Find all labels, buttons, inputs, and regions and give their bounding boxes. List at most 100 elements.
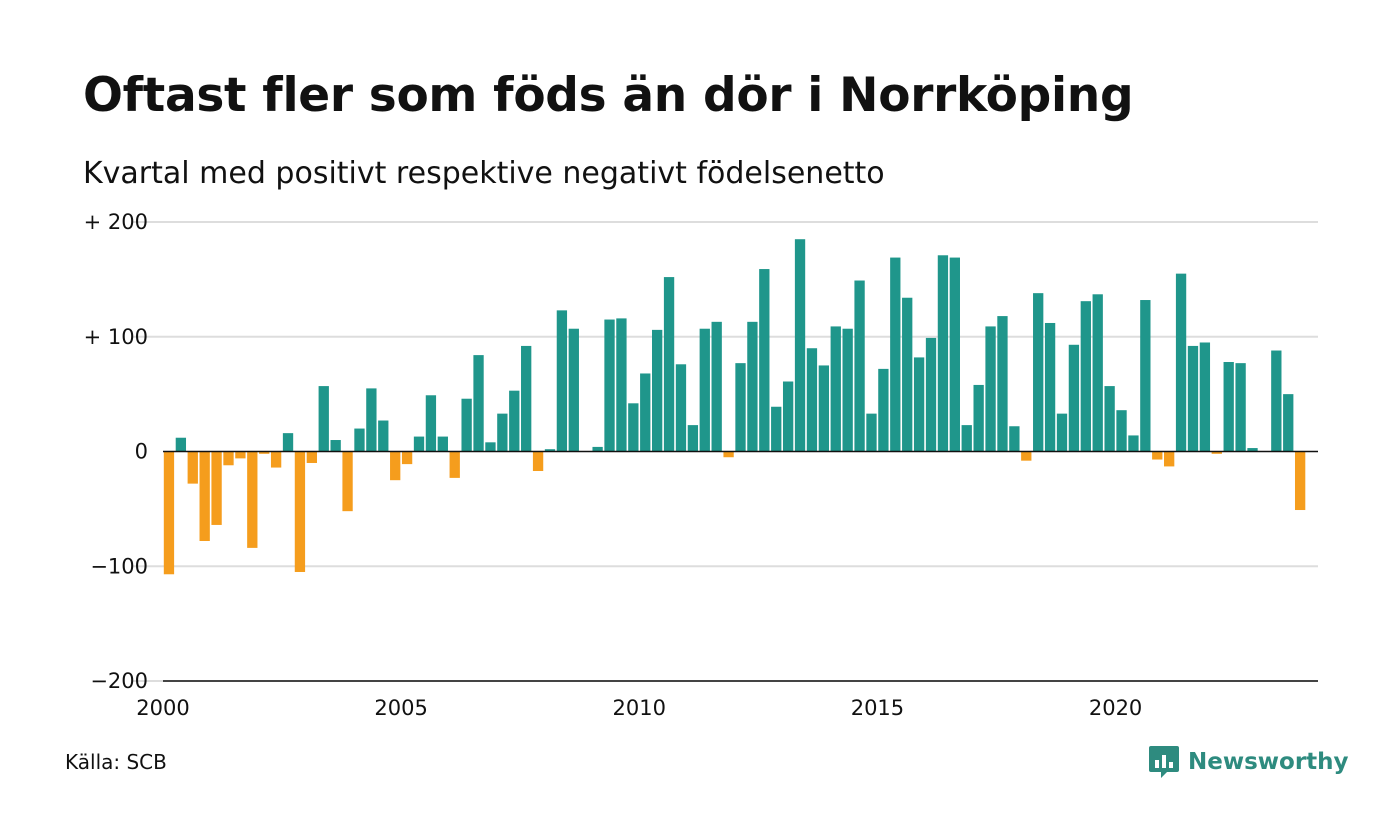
bar [390, 451, 401, 481]
bar [211, 451, 222, 525]
bar [199, 451, 210, 541]
bar [306, 451, 317, 463]
bar [782, 381, 794, 452]
brand-logo: Newsworthy [1148, 744, 1349, 780]
bar [604, 319, 615, 452]
bar [663, 277, 675, 452]
bar [282, 433, 294, 452]
bar [973, 384, 984, 452]
chart-title: Oftast fler som föds än dör i Norrköping [83, 68, 1134, 123]
x-tick-label: 2020 [1089, 696, 1142, 720]
bar [187, 451, 198, 484]
bar [1294, 451, 1306, 511]
bar [699, 328, 710, 452]
bar [1009, 426, 1020, 452]
bar [1140, 300, 1151, 452]
bar [628, 403, 639, 452]
bar [854, 280, 865, 452]
bar [842, 328, 853, 452]
bar [675, 364, 687, 452]
bar [175, 437, 187, 452]
bar [1021, 451, 1032, 461]
bar [806, 348, 818, 452]
y-tick-label: −200 [90, 669, 148, 693]
y-tick-label: + 100 [84, 325, 148, 349]
bar [1092, 294, 1103, 452]
bar [997, 316, 1008, 452]
x-tick-label: 2005 [374, 696, 427, 720]
x-tick-label: 2000 [136, 696, 189, 720]
bar [473, 355, 484, 452]
source-note: Källa: SCB [65, 750, 167, 774]
axes: + 200 + 100 0 −100 −200 2000 2005 2010 2015 2020 [84, 210, 1318, 720]
bar [1116, 410, 1127, 452]
bar [235, 451, 246, 459]
bar [223, 451, 234, 466]
bar [342, 451, 353, 512]
bar [723, 451, 734, 458]
y-tick-label: −100 [90, 554, 148, 578]
bar [687, 425, 699, 452]
bar [413, 436, 425, 452]
bar [890, 257, 901, 452]
bar [794, 239, 806, 452]
bars [163, 239, 1306, 575]
chart-subtitle: Kvartal med positivt respektive negativt… [83, 156, 885, 191]
bar [485, 442, 496, 452]
bar [640, 373, 651, 452]
bar [1164, 451, 1175, 467]
bar [735, 363, 746, 452]
bar [949, 257, 960, 452]
bar [1187, 345, 1199, 452]
bar [461, 398, 472, 452]
bar [544, 449, 556, 452]
bar [937, 255, 949, 452]
bar [366, 388, 377, 452]
bar [1033, 293, 1044, 452]
bar [1223, 362, 1234, 452]
bar [818, 365, 830, 452]
bar [247, 451, 258, 548]
bar [1235, 363, 1246, 452]
bar [1104, 386, 1115, 452]
brand-name: Newsworthy [1188, 749, 1349, 775]
bar [1080, 301, 1091, 452]
bar [759, 269, 770, 452]
bar [1247, 448, 1258, 452]
bar [449, 451, 460, 478]
bar [1068, 344, 1080, 452]
bar [294, 451, 306, 572]
bar [437, 436, 448, 452]
bar [521, 345, 532, 452]
bar-chart-speech-bubble-icon [1149, 746, 1179, 778]
bar [866, 413, 877, 452]
bar [1211, 451, 1222, 454]
bar [354, 428, 365, 452]
bar [425, 395, 437, 452]
bar [1175, 273, 1187, 452]
bar [1128, 435, 1139, 452]
bar [711, 321, 722, 452]
bar [556, 310, 568, 452]
x-tick-label: 2015 [851, 696, 904, 720]
bar [830, 326, 841, 452]
bar [509, 390, 520, 452]
bar [1044, 322, 1056, 452]
bar [913, 357, 925, 452]
bar [318, 386, 329, 452]
bar [1152, 451, 1163, 460]
bar [878, 368, 889, 452]
bar [1056, 413, 1068, 452]
bar [497, 413, 508, 452]
bar [616, 318, 627, 452]
bar [1271, 350, 1282, 452]
bar [532, 451, 544, 472]
bar [259, 451, 270, 454]
bar [1283, 394, 1294, 452]
bar [902, 297, 913, 452]
bar [985, 326, 996, 452]
x-tick-label: 2010 [613, 696, 666, 720]
bar [747, 321, 758, 452]
bar [401, 451, 413, 465]
